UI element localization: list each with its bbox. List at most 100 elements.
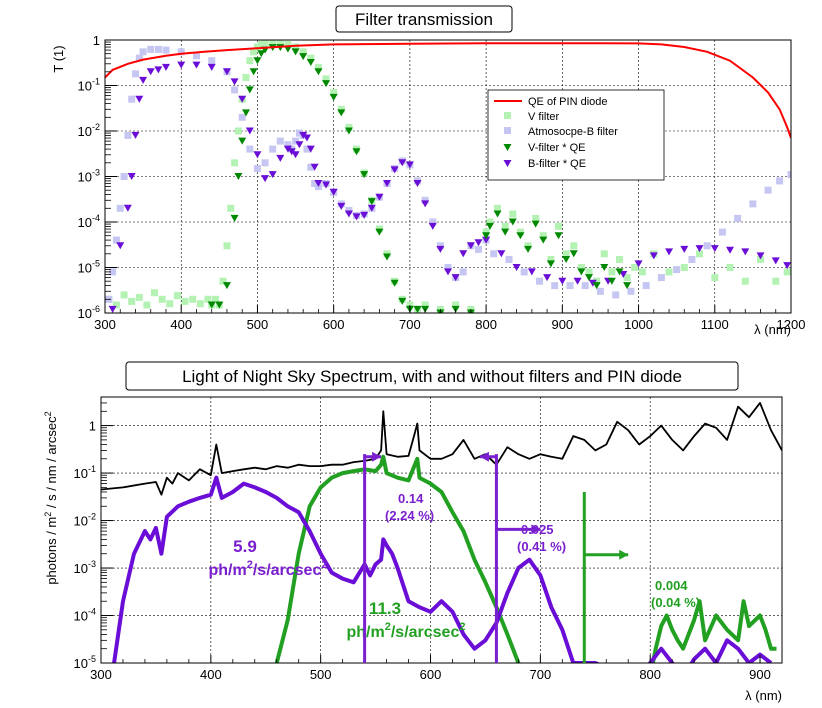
point-b-filter-qe — [314, 180, 323, 188]
p2-ytick-label: 10-4 — [74, 607, 96, 624]
point-atmosocpe-b-filter — [505, 256, 513, 263]
point-v-filter — [173, 292, 181, 300]
point-v-filter — [231, 159, 239, 167]
point-b-filter-qe — [558, 277, 567, 285]
point-v-filter-qe — [375, 228, 384, 236]
point-b-filter-qe — [512, 264, 521, 271]
point-atmosocpe-b-filter — [177, 48, 185, 56]
point-atmosocpe-b-filter — [128, 95, 136, 103]
point-v-filter — [234, 127, 242, 135]
point-v-filter-qe — [245, 86, 254, 94]
point-v-filter — [120, 291, 128, 299]
point-atmosocpe-b-filter — [139, 48, 147, 56]
ann-band3-value: 0.004 — [655, 578, 688, 593]
point-v-filter-qe — [615, 268, 624, 276]
p1-xtick-label: 800 — [475, 317, 497, 332]
point-v-filter-qe — [501, 228, 510, 236]
point-b-filter-qe — [695, 245, 704, 253]
point-atmosocpe-b-filter — [231, 86, 239, 94]
point-v-filter-qe — [299, 53, 308, 61]
panel2-title-box — [125, 361, 739, 391]
p1-ytick-label: 10-1 — [78, 77, 100, 94]
point-v-filter-qe — [329, 93, 338, 101]
point-atmosocpe-b-filter — [436, 242, 444, 250]
point-v-filter-qe — [569, 250, 578, 258]
point-v-filter — [158, 295, 166, 303]
point-b-filter-qe — [299, 131, 308, 139]
p2-xtick-label: 600 — [420, 667, 442, 682]
point-v-filter-qe — [322, 80, 331, 88]
point-v-filter — [562, 250, 570, 258]
point-atmosocpe-b-filter — [311, 180, 319, 187]
point-v-filter — [242, 74, 250, 81]
point-v-filter-qe — [516, 232, 525, 240]
point-v-filter-qe — [493, 210, 502, 218]
series-line-sky-b-qe — [112, 475, 773, 663]
point-b-filter-qe — [398, 159, 407, 167]
ann-band3-percent: (0.04 %) — [651, 595, 700, 610]
point-v-filter-qe — [249, 68, 258, 76]
point-atmosocpe-b-filter — [718, 228, 726, 236]
point-v-filter — [250, 48, 258, 56]
point-v-filter-qe — [344, 127, 353, 135]
point-v-filter-qe — [482, 232, 491, 240]
point-v-filter — [261, 40, 269, 47]
point-b-filter-qe — [127, 173, 136, 180]
point-atmosocpe-b-filter — [208, 57, 216, 65]
point-b-filter-qe — [222, 68, 231, 76]
point-b-filter-qe — [161, 63, 170, 71]
point-v-filter-qe — [623, 282, 632, 290]
point-b-filter-qe — [253, 151, 262, 159]
point-atmosocpe-b-filter — [193, 52, 200, 60]
panel2-series — [101, 401, 782, 663]
point-v-filter-qe — [257, 50, 266, 58]
legend-box — [487, 89, 665, 181]
point-v-filter — [246, 57, 254, 65]
point-b-filter-qe — [543, 274, 552, 282]
point-v-filter-qe — [352, 148, 361, 156]
point-atmosocpe-b-filter — [749, 200, 757, 208]
point-b-filter-qe — [383, 180, 392, 188]
point-v-filter — [421, 301, 429, 309]
point-b-filter-qe — [207, 63, 216, 71]
point-b-filter-qe — [108, 305, 117, 313]
panel1-title-box — [335, 5, 513, 33]
point-atmosocpe-b-filter — [642, 282, 650, 290]
point-b-filter-qe — [131, 131, 140, 139]
point-v-filter-qe — [283, 45, 292, 53]
p1-xtick-label: 1000 — [624, 317, 653, 332]
point-v-filter — [680, 264, 688, 271]
point-b-filter-qe — [466, 242, 475, 250]
point-b-filter-qe — [588, 279, 597, 287]
point-v-filter — [726, 264, 734, 271]
point-v-filter — [276, 40, 284, 47]
panel1-y-label: T (1) — [51, 45, 66, 72]
point-v-filter — [783, 268, 791, 276]
panel2-ticks: 300 400 500 600 700 800 900 10-5 10-4 10-3 10-2 10-… — [74, 402, 771, 682]
point-atmosocpe-b-filter — [776, 177, 784, 185]
legend-label-b-filter: Atmosocpe-B filter — [528, 126, 618, 138]
point-v-filter — [135, 293, 143, 301]
panel2-annotations: 5.9 ph/m2/s/arcsec2 11.3 ph/m2/s/arcsec2… — [209, 491, 701, 641]
point-b-filter-qe — [291, 151, 300, 159]
point-b-filter-qe — [367, 204, 376, 212]
point-atmosocpe-b-filter — [673, 266, 681, 274]
point-atmosocpe-b-filter — [269, 145, 277, 153]
point-b-filter-qe — [680, 245, 689, 253]
point-b-filter-qe — [390, 166, 399, 174]
point-atmosocpe-b-filter — [109, 268, 117, 276]
point-atmosocpe-b-filter — [120, 173, 128, 180]
point-b-filter-qe — [344, 210, 353, 218]
ann-band1-percent: (2.24 %) — [385, 508, 434, 523]
point-atmosocpe-b-filter — [253, 165, 261, 172]
band2-arrow-head — [531, 524, 541, 535]
point-atmosocpe-b-filter — [292, 137, 300, 145]
point-atmosocpe-b-filter — [581, 282, 589, 290]
point-b-filter-qe — [139, 76, 148, 84]
point-v-filter — [307, 54, 315, 62]
point-atmosocpe-b-filter — [612, 291, 620, 299]
point-atmosocpe-b-filter — [124, 131, 132, 139]
point-v-filter-qe — [592, 282, 601, 290]
point-v-filter — [128, 297, 136, 305]
